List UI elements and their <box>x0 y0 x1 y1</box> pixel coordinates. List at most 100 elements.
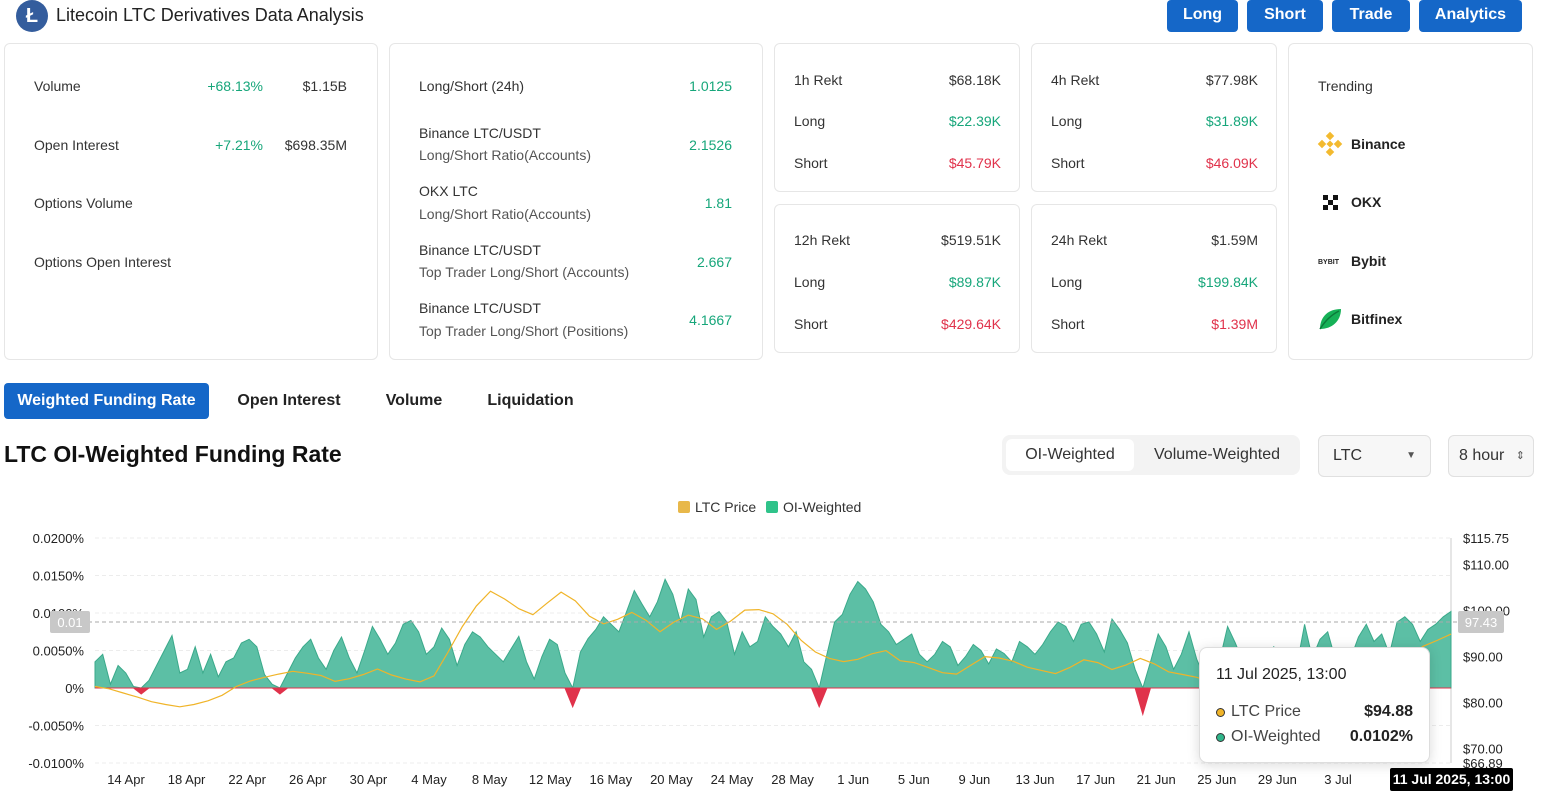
options-open-interest-label: Options Open Interest <box>34 254 171 270</box>
rekt-24h-short: $1.39M <box>1211 316 1258 332</box>
x-tick-label: 16 May <box>589 772 632 787</box>
y-right-tick-label: $115.75 <box>1463 531 1509 546</box>
x-tick-label: 4 May <box>411 772 447 787</box>
x-tick-label: 28 May <box>771 772 814 787</box>
rekt-12h-total: $519.51K <box>941 232 1001 248</box>
rekt-1h-card: 1h Rekt $68.18K Long $22.39K Short $45.7… <box>774 43 1020 192</box>
open-interest-value: $698.35M <box>284 137 347 153</box>
x-tick-label: 3 Jul <box>1324 772 1352 787</box>
caret-down-icon: ▼ <box>1406 450 1416 461</box>
price-dot-icon <box>1216 707 1225 717</box>
rekt-4h-short-label: Short <box>1051 155 1085 171</box>
open-interest-label: Open Interest <box>34 137 119 153</box>
nav-short-button[interactable]: Short <box>1247 0 1323 32</box>
y-left-tick-label: -0.0100% <box>28 756 84 771</box>
rekt-12h-short: $429.64K <box>941 316 1001 332</box>
page-title: Litecoin LTC Derivatives Data Analysis <box>56 5 364 25</box>
y-left-tick-label: -0.0050% <box>28 719 84 734</box>
bitfinex-icon <box>1319 309 1341 330</box>
trending-bitfinex[interactable]: Bitfinex <box>1317 305 1402 333</box>
ratio-label: Binance LTC/USDT <box>419 242 541 258</box>
volume-weighted-option[interactable]: Volume-Weighted <box>1154 446 1280 463</box>
legend-swatch-price <box>678 501 690 513</box>
x-tick-label: 1 Jun <box>837 772 869 787</box>
ratio-value: 4.1667 <box>689 312 732 328</box>
nav-long-button[interactable]: Long <box>1167 0 1238 32</box>
x-tick-label: 26 Apr <box>289 772 327 787</box>
rekt-12h-short-label: Short <box>794 316 828 332</box>
rekt-1h-total: $68.18K <box>948 72 1001 88</box>
legend-ltc-price[interactable]: LTC Price <box>678 499 756 515</box>
tab-open-interest[interactable]: Open Interest <box>237 392 341 409</box>
crosshair-right-badge <box>1458 611 1504 633</box>
interval-select-value: 8 hour <box>1459 447 1505 464</box>
volume-value: $1.15B <box>302 78 347 94</box>
chart-title: LTC OI-Weighted Funding Rate <box>4 441 342 467</box>
y-left-tick-label: 0% <box>65 681 84 696</box>
tab-weighted-funding-rate[interactable]: Weighted Funding Rate <box>4 383 209 419</box>
rekt-4h-long: $31.89K <box>1205 113 1258 129</box>
legend-oi-weighted[interactable]: OI-Weighted <box>766 499 861 515</box>
legend-label: LTC Price <box>695 499 757 515</box>
interval-select[interactable]: 8 hour ⇕ <box>1448 435 1534 477</box>
rekt-4h-label: 4h Rekt <box>1051 72 1100 88</box>
x-tick-label: 20 May <box>650 772 693 787</box>
rekt-24h-label: 24h Rekt <box>1051 232 1108 248</box>
rekt-12h-long: $89.87K <box>948 274 1001 290</box>
coin-select[interactable]: LTC ▼ <box>1318 435 1431 477</box>
options-volume-label: Options Volume <box>34 195 133 211</box>
trending-item-label: Binance <box>1351 136 1406 152</box>
x-tick-label: 14 Apr <box>107 772 145 787</box>
rekt-24h-total: $1.59M <box>1211 232 1258 248</box>
rekt-4h-long-label: Long <box>1051 113 1083 129</box>
tooltip-oi-value: 0.0102% <box>1349 728 1413 745</box>
rekt-24h-card: 24h Rekt $1.59M Long $199.84K Short $1.3… <box>1031 204 1277 353</box>
trending-item-label: OKX <box>1351 194 1382 210</box>
x-tick-label: 17 Jun <box>1076 772 1115 787</box>
crosshair-left-badge <box>50 611 90 633</box>
oi-weighted-option[interactable]: OI-Weighted <box>1006 439 1134 471</box>
litecoin-logo-icon: Ł <box>16 0 48 32</box>
coin-select-value: LTC <box>1333 447 1363 464</box>
x-tick-label: 25 Jun <box>1197 772 1236 787</box>
ratio-label: Long/Short (24h) <box>419 78 525 94</box>
nav-trade-button[interactable]: Trade <box>1332 0 1410 32</box>
rekt-24h-short-label: Short <box>1051 316 1085 332</box>
rekt-1h-long: $22.39K <box>948 113 1001 129</box>
y-left-tick-label: 0.0150% <box>33 569 85 584</box>
okx-icon <box>1323 195 1338 210</box>
rekt-4h-short: $46.09K <box>1205 155 1258 171</box>
ratio-label: Binance LTC/USDT <box>419 125 541 141</box>
trending-bybit[interactable]: BYBIT Bybit <box>1317 247 1386 275</box>
y-right-tick-label: $80.00 <box>1463 696 1503 711</box>
binance-icon <box>1317 131 1343 157</box>
trending-okx[interactable]: OKX <box>1317 188 1381 216</box>
tab-volume[interactable]: Volume <box>385 392 443 409</box>
rekt-1h-short-label: Short <box>794 155 828 171</box>
legend-label: OI-Weighted <box>783 499 862 515</box>
crosshair-right-value: 97.43 <box>1465 615 1498 630</box>
rekt-1h-short: $45.79K <box>948 155 1001 171</box>
tooltip-price-text: LTC Price <box>1231 703 1301 720</box>
x-tick-label: 9 Jun <box>958 772 990 787</box>
summary-card: Volume +68.13% $1.15B Open Interest +7.2… <box>4 43 378 360</box>
trending-item-label: Bybit <box>1351 253 1386 269</box>
tab-liquidation[interactable]: Liquidation <box>487 392 574 409</box>
ratio-sublabel: Top Trader Long/Short (Positions) <box>419 323 629 339</box>
bybit-icon: BYBIT <box>1318 259 1340 266</box>
nav-analytics-button[interactable]: Analytics <box>1419 0 1522 32</box>
trending-binance[interactable]: Binance <box>1317 130 1405 158</box>
volume-label: Volume <box>34 78 81 94</box>
rekt-4h-total: $77.98K <box>1205 72 1258 88</box>
y-right-tick-label: $110.00 <box>1463 557 1509 572</box>
top-bar: Ł Litecoin LTC Derivatives Data Analysis… <box>0 0 1543 32</box>
x-tick-label: 22 Apr <box>228 772 266 787</box>
ratio-sublabel: Long/Short Ratio(Accounts) <box>419 206 591 222</box>
ratio-sublabel: Long/Short Ratio(Accounts) <box>419 147 591 163</box>
crosshair-x-label: 11 Jul 2025, 13:00 <box>1390 768 1513 791</box>
crosshair-left-value: 0.01 <box>57 615 82 630</box>
y-left-tick-label: 0.0200% <box>33 531 85 546</box>
rekt-1h-label: 1h Rekt <box>794 72 843 88</box>
ratio-value: 1.81 <box>704 195 732 211</box>
ratio-value: 2.667 <box>696 254 732 270</box>
